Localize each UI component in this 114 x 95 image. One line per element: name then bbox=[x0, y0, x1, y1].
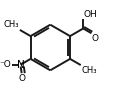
Text: CH₃: CH₃ bbox=[80, 66, 96, 75]
Text: O: O bbox=[91, 34, 98, 43]
Text: ⁻O: ⁻O bbox=[0, 60, 11, 69]
Text: CH₃: CH₃ bbox=[4, 20, 19, 29]
Text: O: O bbox=[18, 74, 25, 83]
Text: +: + bbox=[20, 60, 25, 65]
Text: N: N bbox=[17, 60, 24, 70]
Text: OH: OH bbox=[83, 10, 97, 19]
